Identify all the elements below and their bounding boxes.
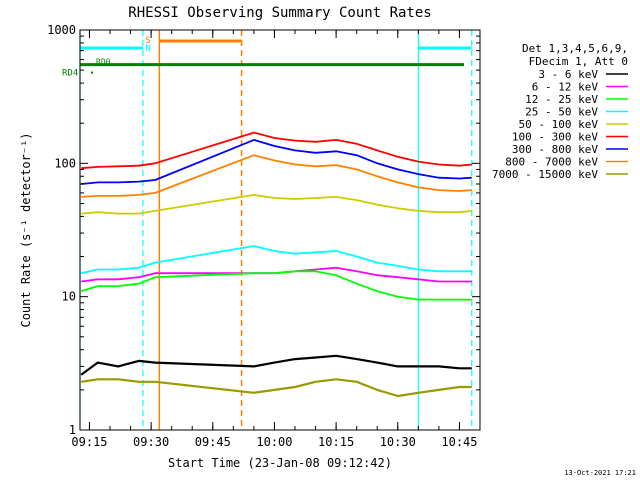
x-tick-label: 10:30 — [380, 435, 416, 449]
generation-timestamp: 13-Oct-2021 17:21 — [564, 469, 636, 477]
legend-header-line-1: Det 1,3,4,5,6,9, — [522, 42, 628, 55]
x-tick-label: 10:00 — [256, 435, 292, 449]
rd0-label: RD0 — [96, 58, 111, 67]
legend-item-label: 7000 - 15000 keV — [492, 168, 598, 181]
x-tick-label: 10:45 — [441, 435, 477, 449]
rd4-label: RD4 — [62, 69, 78, 79]
saa-label: S — [145, 36, 150, 46]
x-axis-label: Start Time (23-Jan-08 09:12:42) — [168, 456, 392, 470]
legend-item-label: 50 - 100 keV — [519, 118, 599, 131]
legend-item-label: 25 - 50 keV — [525, 106, 598, 119]
y-axis-label: Count Rate (s⁻¹ detector⁻¹) — [19, 132, 33, 327]
series-line-6 — [81, 139, 472, 185]
series-line-8 — [81, 378, 472, 398]
plot-area: RD0 RD4 SN — [62, 30, 473, 430]
y-tick-label: 10 — [62, 290, 76, 304]
y-tick-label: 100 — [54, 156, 76, 170]
series-line-7 — [81, 154, 472, 198]
series-line-4 — [81, 194, 472, 215]
legend-item-label: 100 - 300 keV — [512, 131, 598, 144]
legend-item-label: 300 - 800 keV — [512, 143, 598, 156]
legend-item-label: 6 - 12 keV — [532, 81, 599, 94]
series-line-3 — [81, 245, 472, 275]
series-line-1 — [81, 266, 472, 283]
y-tick-label: 1 — [69, 423, 76, 437]
x-tick-label: 09:45 — [195, 435, 231, 449]
series-line-2 — [80, 270, 472, 301]
series-line-0 — [80, 354, 472, 376]
legend-item-label: 3 - 6 keV — [538, 68, 598, 81]
rd4-marker — [91, 71, 93, 74]
x-tick-label: 09:30 — [133, 435, 169, 449]
y-tick-label: 1000 — [47, 23, 76, 37]
x-tick-label: 09:15 — [71, 435, 107, 449]
x-tick-label: 10:15 — [318, 435, 354, 449]
legend-header-line-2: FDecim 1, Att 0 — [529, 55, 628, 68]
chart-title: RHESSI Observing Summary Count Rates — [128, 5, 431, 21]
legend: Det 1,3,4,5,6,9, FDecim 1, Att 0 3 - 6 k… — [492, 42, 628, 181]
plot-frame — [79, 29, 481, 431]
series-line-5 — [81, 131, 472, 170]
night-label: N — [145, 44, 150, 54]
y-axis: 1 10 100 1000 — [47, 23, 480, 437]
legend-item-label: 800 - 7000 keV — [505, 156, 598, 169]
x-axis: 09:15 09:30 09:45 10:00 10:15 10:30 10:45 — [71, 30, 481, 449]
legend-item-label: 12 - 25 keV — [525, 93, 598, 106]
